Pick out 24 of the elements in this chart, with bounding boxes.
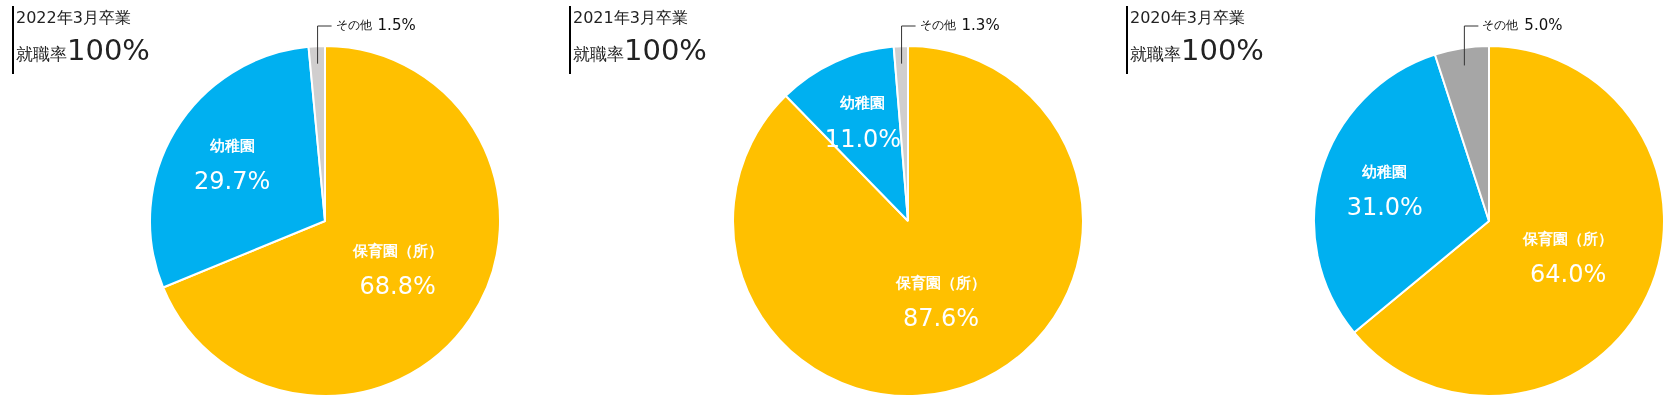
data-label: 31.0% (1346, 192, 1423, 221)
slice-label: 保育園（所） (1522, 230, 1614, 249)
slice-label: その他 (1482, 18, 1519, 33)
slice-label: 幼稚園 (840, 94, 886, 113)
slice-label: その他 (919, 18, 956, 33)
slice-label: 保育園（所） (351, 241, 443, 260)
slice-label: その他 (335, 18, 372, 33)
data-label: 87.6% (902, 304, 980, 333)
text: 就職率100% (1130, 33, 1264, 67)
data-label: 1.3% (961, 15, 1000, 34)
slice-label: 幼稚園 (1362, 162, 1408, 181)
text: 就職率100% (16, 33, 150, 67)
text: 就職率100% (573, 33, 707, 67)
data-label: 11.0% (824, 124, 902, 153)
data-label: 64.0% (1530, 260, 1607, 289)
data-label: 29.7% (194, 167, 271, 196)
data-label: 5.0% (1524, 15, 1563, 34)
chart-title: 2022年3月卒業 (16, 7, 132, 29)
chart-title: 2020年3月卒業 (1130, 7, 1246, 29)
slice-label: 保育園（所） (895, 273, 987, 292)
data-label: 68.8% (359, 271, 436, 300)
data-label: 1.5% (377, 15, 416, 34)
slice-label: 幼稚園 (209, 136, 255, 155)
chart-title: 2021年3月卒業 (573, 7, 689, 29)
